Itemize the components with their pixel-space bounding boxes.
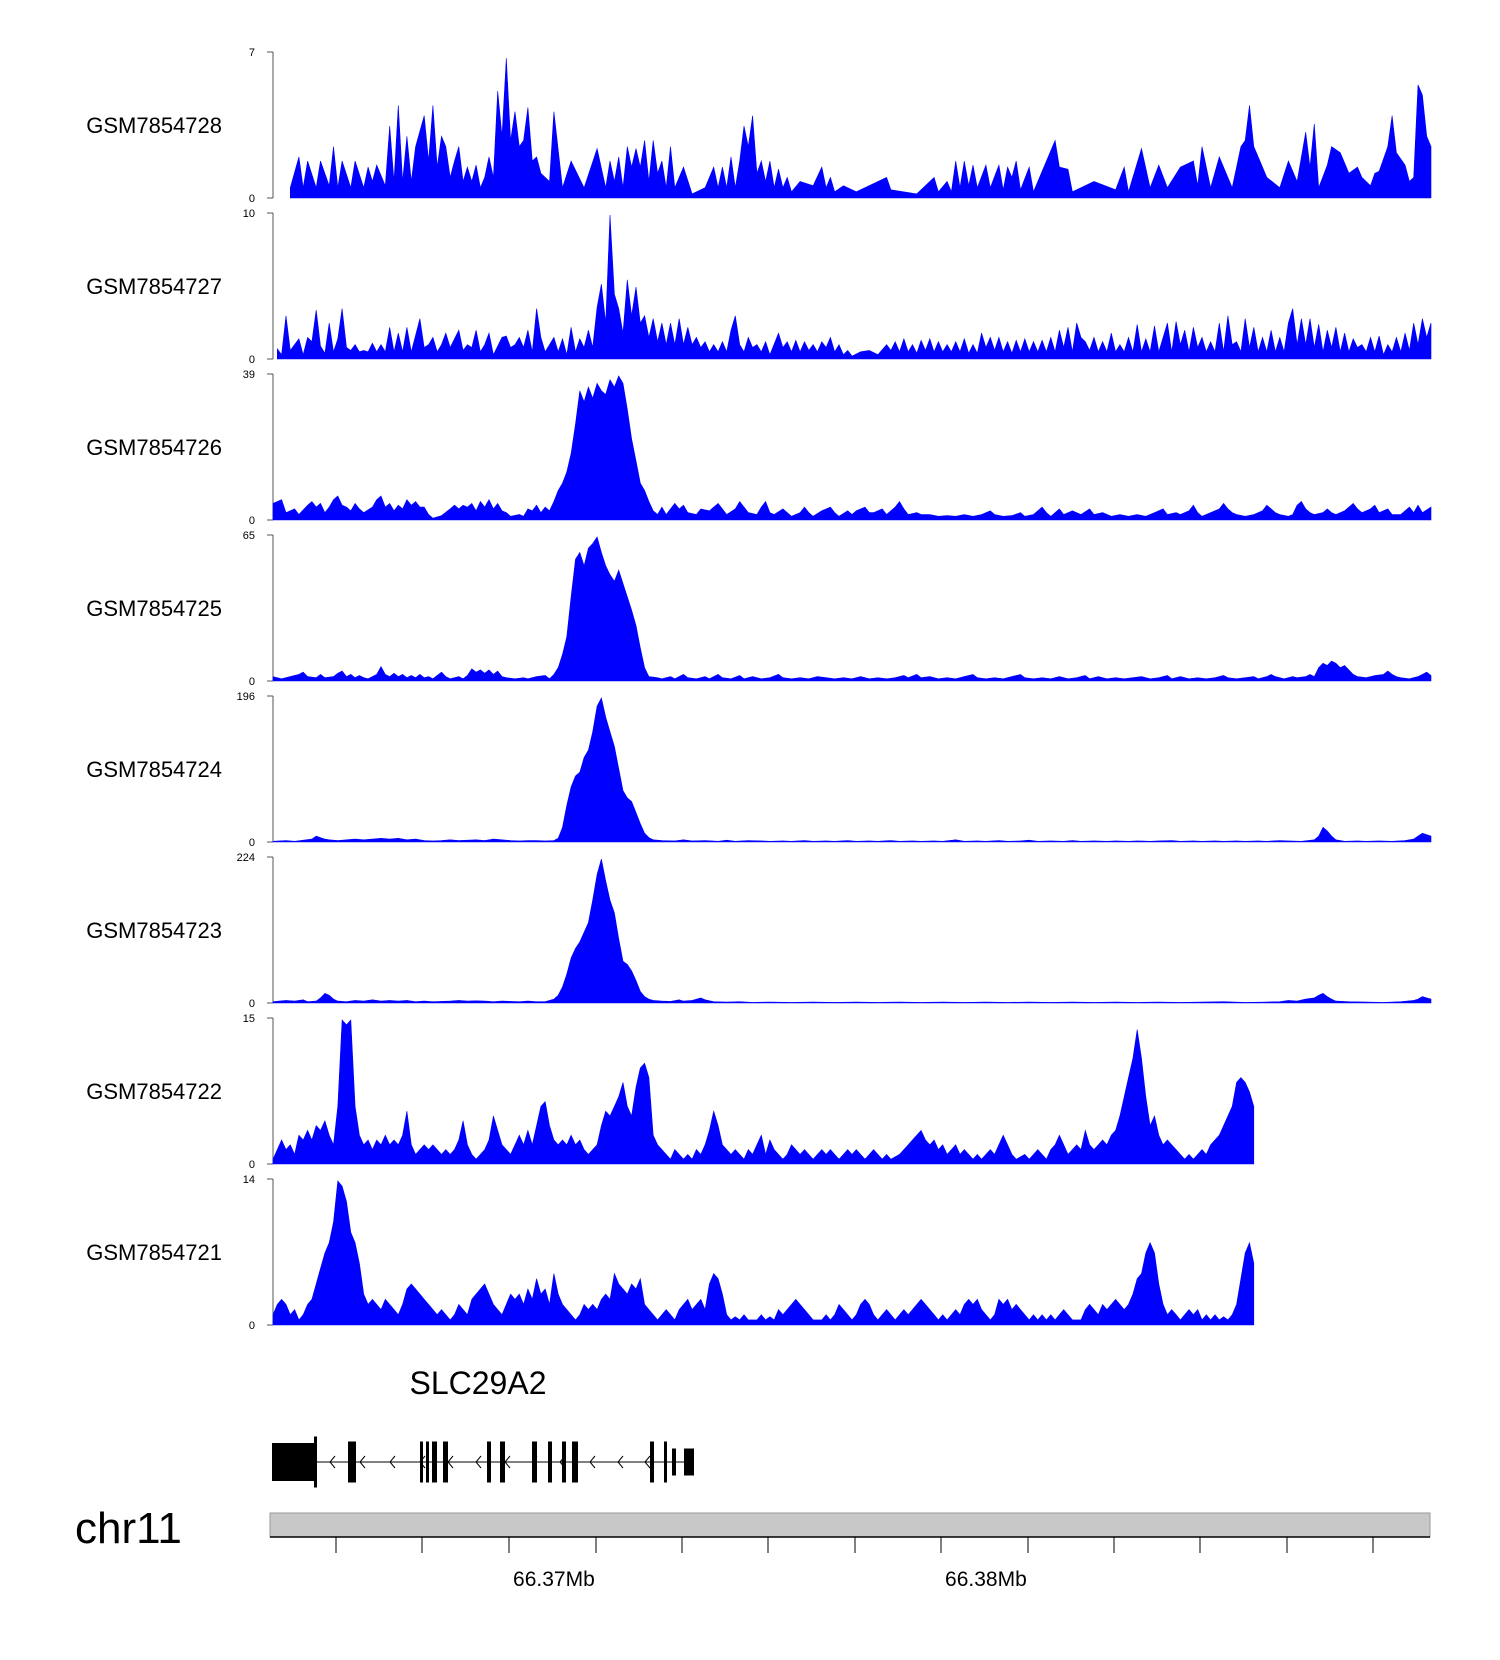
gene-track: SLC29A2 [272,1365,694,1488]
y-min-label: 0 [249,837,255,849]
gene-name-label: SLC29A2 [410,1365,547,1401]
coverage-area [272,697,1432,843]
gene-exon [487,1441,491,1483]
gene-exon [426,1441,429,1483]
chromosome-bar [269,1512,1431,1538]
coverage-area [272,375,1432,521]
coverage-tracks: GSM785472870GSM7854727100GSM7854726390GS… [86,47,1432,1332]
gene-exon [432,1441,437,1483]
track-gsm7854728: GSM7854728 7 0 [86,47,1432,205]
y-min-label: 0 [249,354,255,366]
gene-exon [572,1441,578,1483]
y-max-label: 39 [243,369,255,381]
gene-utr-block [272,1443,314,1481]
track-gsm7854726: GSM7854726 39 0 [86,369,1432,527]
y-max-label: 10 [243,208,255,220]
coordinate-axis-ticks [335,1537,1374,1553]
axis-tick-label-66-37mb: 66.37Mb [513,1568,595,1591]
track-gsm7854722: GSM7854722 15 0 [86,1013,1255,1171]
gene-exon [672,1448,676,1476]
strand-arrow [589,1455,596,1469]
coverage-area [290,58,1432,199]
axis-tick-label-66-38mb: 66.38Mb [945,1568,1027,1591]
gene-exon [532,1441,537,1483]
track-gsm7854721: GSM7854721 14 0 [86,1174,1255,1332]
track-gsm7854724: GSM7854724 196 0 [86,691,1432,849]
track-gsm7854725: GSM7854725 65 0 [86,530,1432,688]
coverage-area [277,214,1432,360]
gene-exon [684,1448,694,1476]
strand-arrow [329,1455,336,1469]
gene-exon [348,1441,356,1483]
track-label: GSM7854722 [86,1079,222,1104]
track-label: GSM7854723 [86,918,222,943]
coverage-area [272,1180,1255,1326]
strand-arrow [617,1455,624,1469]
gene-exon [548,1441,552,1483]
y-max-label: 224 [237,852,255,864]
track-label: GSM7854727 [86,274,222,299]
strand-arrow [475,1455,482,1469]
gene-exon [314,1436,317,1488]
y-min-label: 0 [249,193,255,205]
gene-exon [443,1441,448,1483]
chromosome-track: chr11 66.37Mb 66.38Mb [75,1504,1431,1591]
y-max-label: 196 [237,691,255,703]
track-label: GSM7854726 [86,435,222,460]
coverage-area [272,536,1432,682]
track-label: GSM7854721 [86,1240,222,1265]
y-min-label: 0 [249,515,255,527]
chromosome-label: chr11 [75,1504,182,1553]
track-gsm7854723: GSM7854723 224 0 [86,852,1432,1010]
track-gsm7854727: GSM7854727 10 0 [86,208,1432,366]
y-max-label: 15 [243,1013,255,1025]
gene-exon [500,1441,505,1483]
gene-exon [664,1441,667,1483]
track-label: GSM7854725 [86,596,222,621]
gene-exon [562,1441,566,1483]
coverage-area [272,1019,1255,1165]
y-min-label: 0 [249,998,255,1010]
gene-exon [650,1441,654,1483]
strand-arrow [389,1455,396,1469]
y-max-label: 14 [243,1174,255,1186]
gene-model-slc29a2 [272,1436,694,1488]
coverage-area [272,858,1432,1004]
y-min-label: 0 [249,676,255,688]
track-label: GSM7854724 [86,757,222,782]
y-max-label: 7 [249,47,255,59]
y-min-label: 0 [249,1159,255,1171]
gene-exon [420,1441,423,1483]
y-min-label: 0 [249,1320,255,1332]
track-label: GSM7854728 [86,113,222,138]
strand-arrow [359,1455,366,1469]
y-max-label: 65 [243,530,255,542]
strand-arrow [644,1455,651,1469]
